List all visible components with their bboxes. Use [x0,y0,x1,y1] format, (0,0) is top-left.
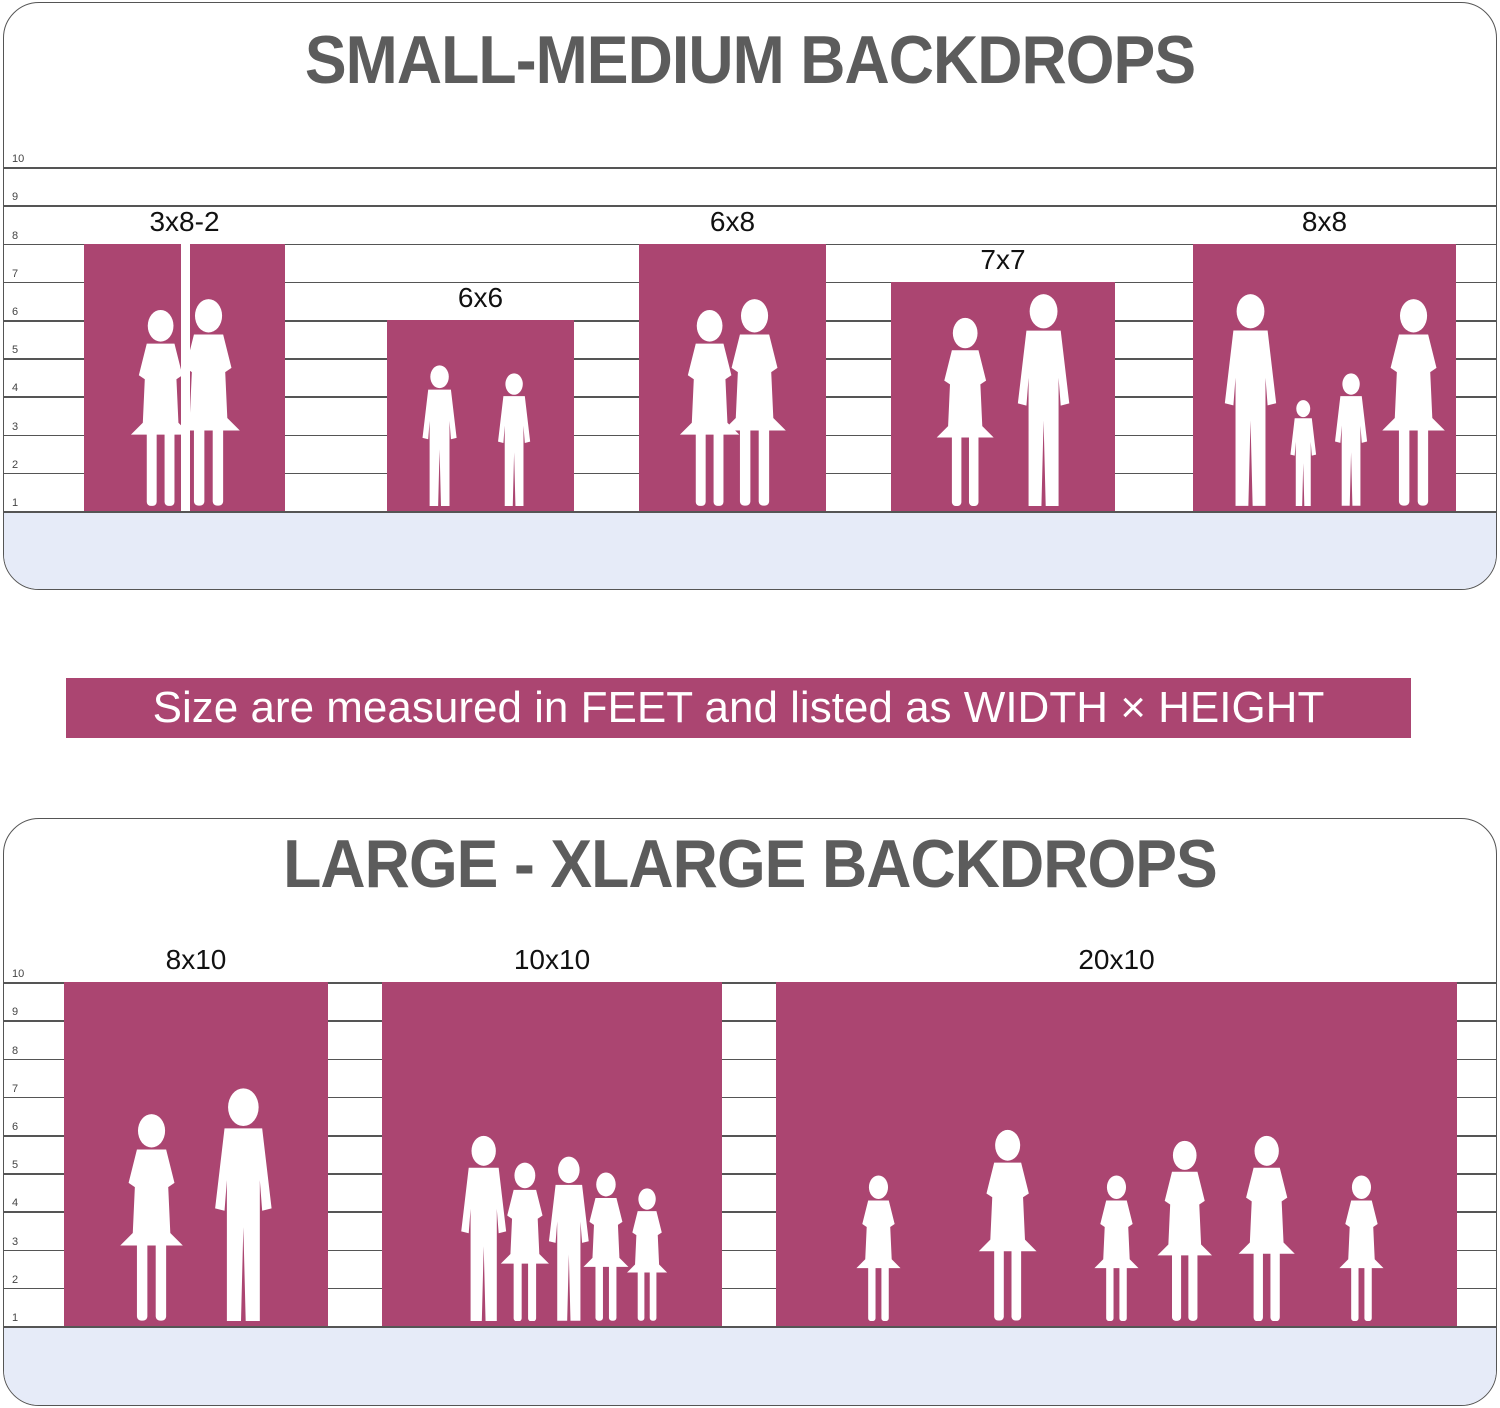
backdrop-8x10 [64,982,328,1326]
backdrop-size-label: 20x10 [1078,944,1155,976]
silhouette-group-of-people [496,1161,554,1326]
axis-tick-label: 2 [12,1273,19,1286]
backdrop-6x8 [639,243,826,511]
gridline [4,982,1496,984]
backdrop-3x8-2 [84,243,285,511]
axis-tick-label: 1 [12,1312,19,1324]
units-banner: Size are measured in FEET and listed as … [66,678,1411,738]
silhouette-group-of-people [539,1155,599,1326]
backdrop-7x7 [891,281,1115,511]
silhouette-family-of-four [1376,297,1451,511]
axis-tick-label: 6 [12,306,19,318]
floor [4,511,1496,589]
silhouette-couple-with-bicycle [114,1112,189,1326]
silhouette-couple-with-bicycle [1005,292,1082,511]
silhouette-family-of-four [1284,399,1323,511]
silhouette-family-of-four [1327,372,1375,511]
axis-tick-label: 7 [12,1082,19,1095]
axis-tick-label: 8 [12,1044,19,1057]
backdrop-size-label: 6x8 [709,205,756,237]
silhouette-group-of-people [450,1134,517,1326]
silhouette-group-of-people [579,1171,633,1326]
silhouette-cheerleaders [1233,1134,1300,1326]
silhouette-couple-with-bicycle [201,1086,286,1326]
axis-tick-label: 3 [12,1235,19,1248]
gridline [4,1096,1496,1099]
axis-tick-label: 1 [12,497,19,509]
gridline [4,1058,1496,1061]
backdrop-size-label: 10x10 [513,944,591,976]
backdrop-20x10 [776,982,1457,1326]
silhouette-cheerleaders [1335,1174,1388,1326]
silhouette-group-of-people [623,1187,671,1326]
silhouette-cheerleaders [1090,1174,1143,1326]
gridline [4,511,1496,513]
backdrop-size-label: 6x6 [457,282,504,313]
gridline [4,1326,1496,1328]
axis-tick-label: 9 [12,1006,19,1019]
silhouette-family-of-four [1212,292,1289,511]
axis-tick-label: 7 [12,267,19,280]
axis-tick-label: 8 [12,229,19,242]
axis-tick-label: 10 [12,153,25,166]
silhouette-two-toddlers [414,364,465,511]
axis-tick-label: 5 [12,1159,19,1172]
backdrop-size-label: 8x8 [1301,205,1348,237]
silhouette-cheerleaders [852,1174,905,1326]
backdrop-8x8 [1193,243,1456,511]
silhouette-two-girls [717,297,792,511]
small-medium-panel: SMALL-MEDIUM BACKDROPS 1 2 3 4 5 6 7 8 9 10 3x8-2… [3,2,1497,590]
panel-title: LARGE - XLARGE BACKDROPS [283,826,1218,902]
backdrop-size-label: 8x10 [165,944,227,976]
axis-tick-label: 2 [12,458,19,471]
silhouette-two-girls [674,308,745,511]
gridline [4,1135,1496,1137]
panel-title: SMALL-MEDIUM BACKDROPS [304,22,1196,98]
axis-tick-label: 4 [12,1197,19,1210]
silhouette-cheerleaders [1152,1139,1217,1326]
axis-tick-label: 10 [12,968,25,981]
axis-tick-label: 5 [12,344,19,357]
backdrop-size-label: 7x7 [980,243,1026,275]
panel-gap [180,243,190,511]
gridline [4,1020,1496,1022]
gridline [4,1249,1496,1252]
backdrop-size-label: 3x8-2 [149,205,220,237]
gridline [4,167,1496,169]
axis-tick-label: 4 [12,382,19,395]
gridline [4,1173,1496,1175]
large-xlarge-panel: LARGE - XLARGE BACKDROPS 1 2 3 4 5 6 7 8 9 10 8x1… [3,818,1497,1406]
silhouette-two-toddlers [490,372,538,511]
backdrop-10x10 [382,982,722,1326]
gridline [4,1211,1496,1213]
silhouette-couple-with-bicycle [931,316,999,511]
backdrop-6x6 [387,320,574,511]
silhouette-cheerleaders [973,1128,1042,1326]
gridline [4,1287,1496,1290]
axis-tick-label: 6 [12,1121,19,1133]
gridline [4,205,1496,207]
axis-tick-label: 3 [12,420,19,433]
axis-tick-label: 9 [12,191,19,204]
silhouette-two-girls [171,297,246,511]
floor [4,1327,1496,1405]
silhouette-two-girls [125,308,196,511]
